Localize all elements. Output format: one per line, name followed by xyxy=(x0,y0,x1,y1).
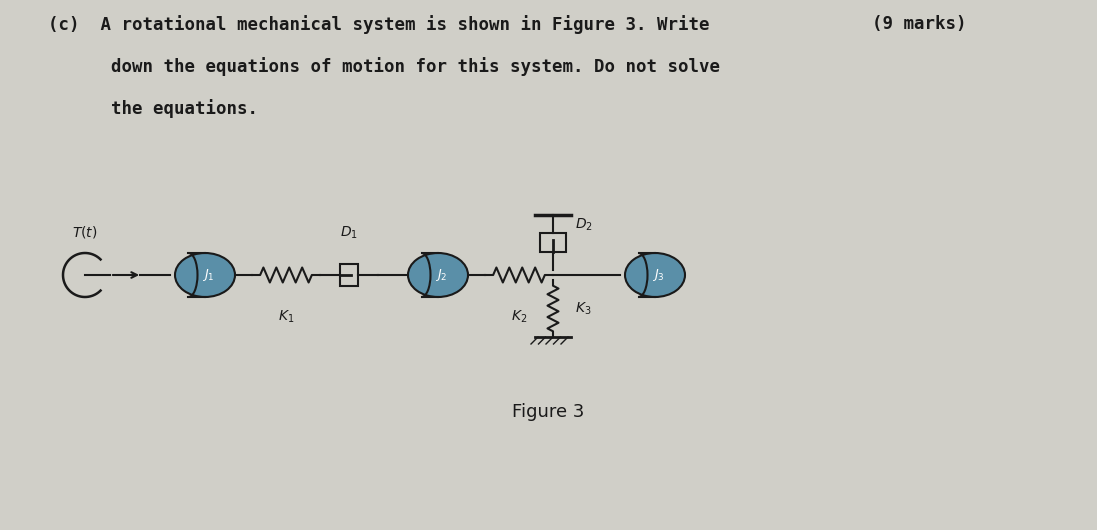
Text: (c)  A rotational mechanical system is shown in Figure 3. Write: (c) A rotational mechanical system is sh… xyxy=(48,15,710,34)
Bar xyxy=(540,233,566,252)
Text: $D_2$: $D_2$ xyxy=(575,217,592,233)
Text: $K_3$: $K_3$ xyxy=(575,301,591,317)
Text: Figure 3: Figure 3 xyxy=(512,403,585,421)
Text: the equations.: the equations. xyxy=(48,99,258,118)
Ellipse shape xyxy=(176,253,235,297)
Text: $D_1$: $D_1$ xyxy=(340,225,358,241)
Text: $T(t)$: $T(t)$ xyxy=(72,224,98,240)
Bar xyxy=(340,264,359,286)
Text: $K_1$: $K_1$ xyxy=(278,309,294,325)
Text: $J_1$: $J_1$ xyxy=(202,267,214,283)
Text: (9 marks): (9 marks) xyxy=(872,15,966,33)
Ellipse shape xyxy=(625,253,685,297)
Text: $J_2$: $J_2$ xyxy=(434,267,448,283)
Text: $J_3$: $J_3$ xyxy=(652,267,665,283)
Ellipse shape xyxy=(408,253,468,297)
Text: down the equations of motion for this system. Do not solve: down the equations of motion for this sy… xyxy=(48,57,720,76)
Text: $K_2$: $K_2$ xyxy=(511,309,528,325)
